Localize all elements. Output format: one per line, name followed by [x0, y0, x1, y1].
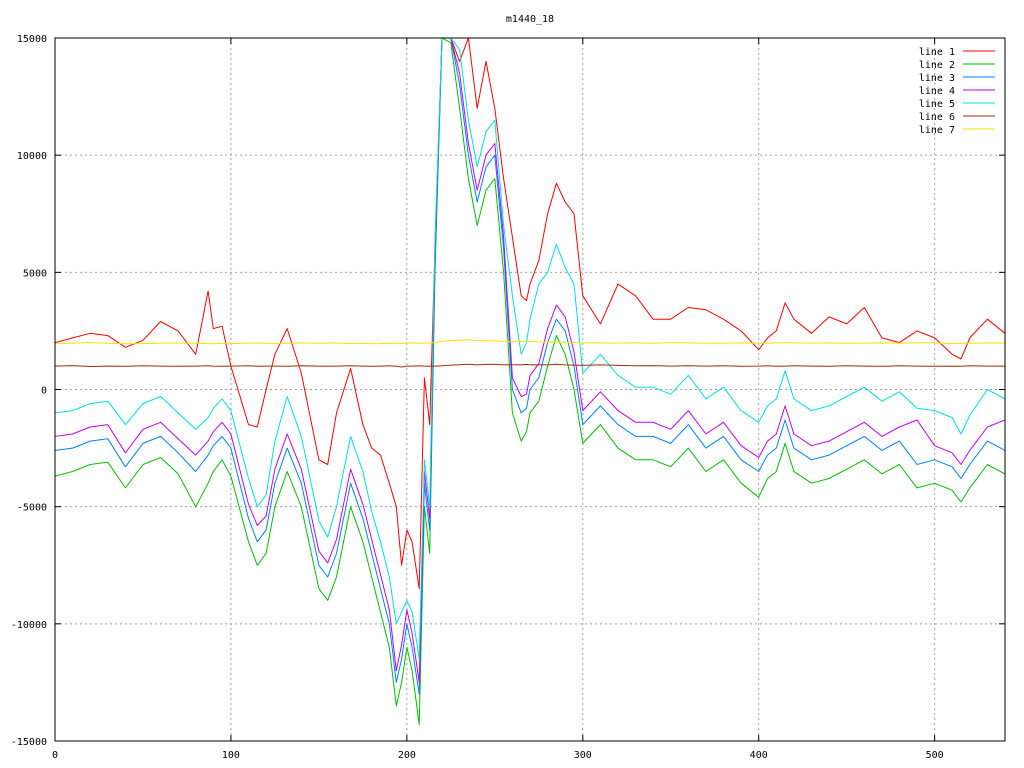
series-line-6: [55, 363, 1005, 368]
series-line-4: [55, 38, 1005, 683]
legend-label: line 2: [919, 60, 955, 71]
x-tick-label: 300: [574, 750, 592, 761]
y-tick-label: 0: [41, 386, 47, 397]
series-line-2: [55, 38, 1005, 726]
x-tick-label: 200: [398, 750, 416, 761]
legend-label: line 5: [919, 99, 955, 110]
chart-title: m1440_18: [506, 14, 554, 25]
x-tick-label: 100: [222, 750, 240, 761]
legend-label: line 1: [919, 47, 955, 58]
x-tick-label: 400: [750, 750, 768, 761]
x-tick-label: 0: [52, 750, 58, 761]
series-line-3: [55, 38, 1005, 695]
legend-label: line 3: [919, 73, 955, 84]
x-tick-label: 500: [926, 750, 944, 761]
series-line-5: [55, 38, 1005, 660]
legend: line 1 line 2 line 3 line 4 line 5 line 6 line…: [919, 47, 995, 136]
y-tick-label: 5000: [23, 268, 47, 279]
legend-label: line 7: [919, 125, 955, 136]
y-tick-label: -15000: [11, 737, 47, 748]
legend-label: line 6: [919, 112, 955, 123]
y-tick-label: 10000: [17, 151, 47, 162]
series-line-1: [55, 38, 1005, 590]
axis-ticks: 0 100 200 300 400 500 -15000 -10000 -5000 0 5000 10…: [11, 34, 1005, 761]
y-tick-label: -10000: [11, 620, 47, 631]
y-tick-label: 15000: [17, 34, 47, 45]
series-lines: [55, 38, 1005, 726]
series-line-7: [55, 339, 1005, 345]
y-tick-label: -5000: [17, 503, 47, 514]
legend-label: line 4: [919, 86, 955, 97]
